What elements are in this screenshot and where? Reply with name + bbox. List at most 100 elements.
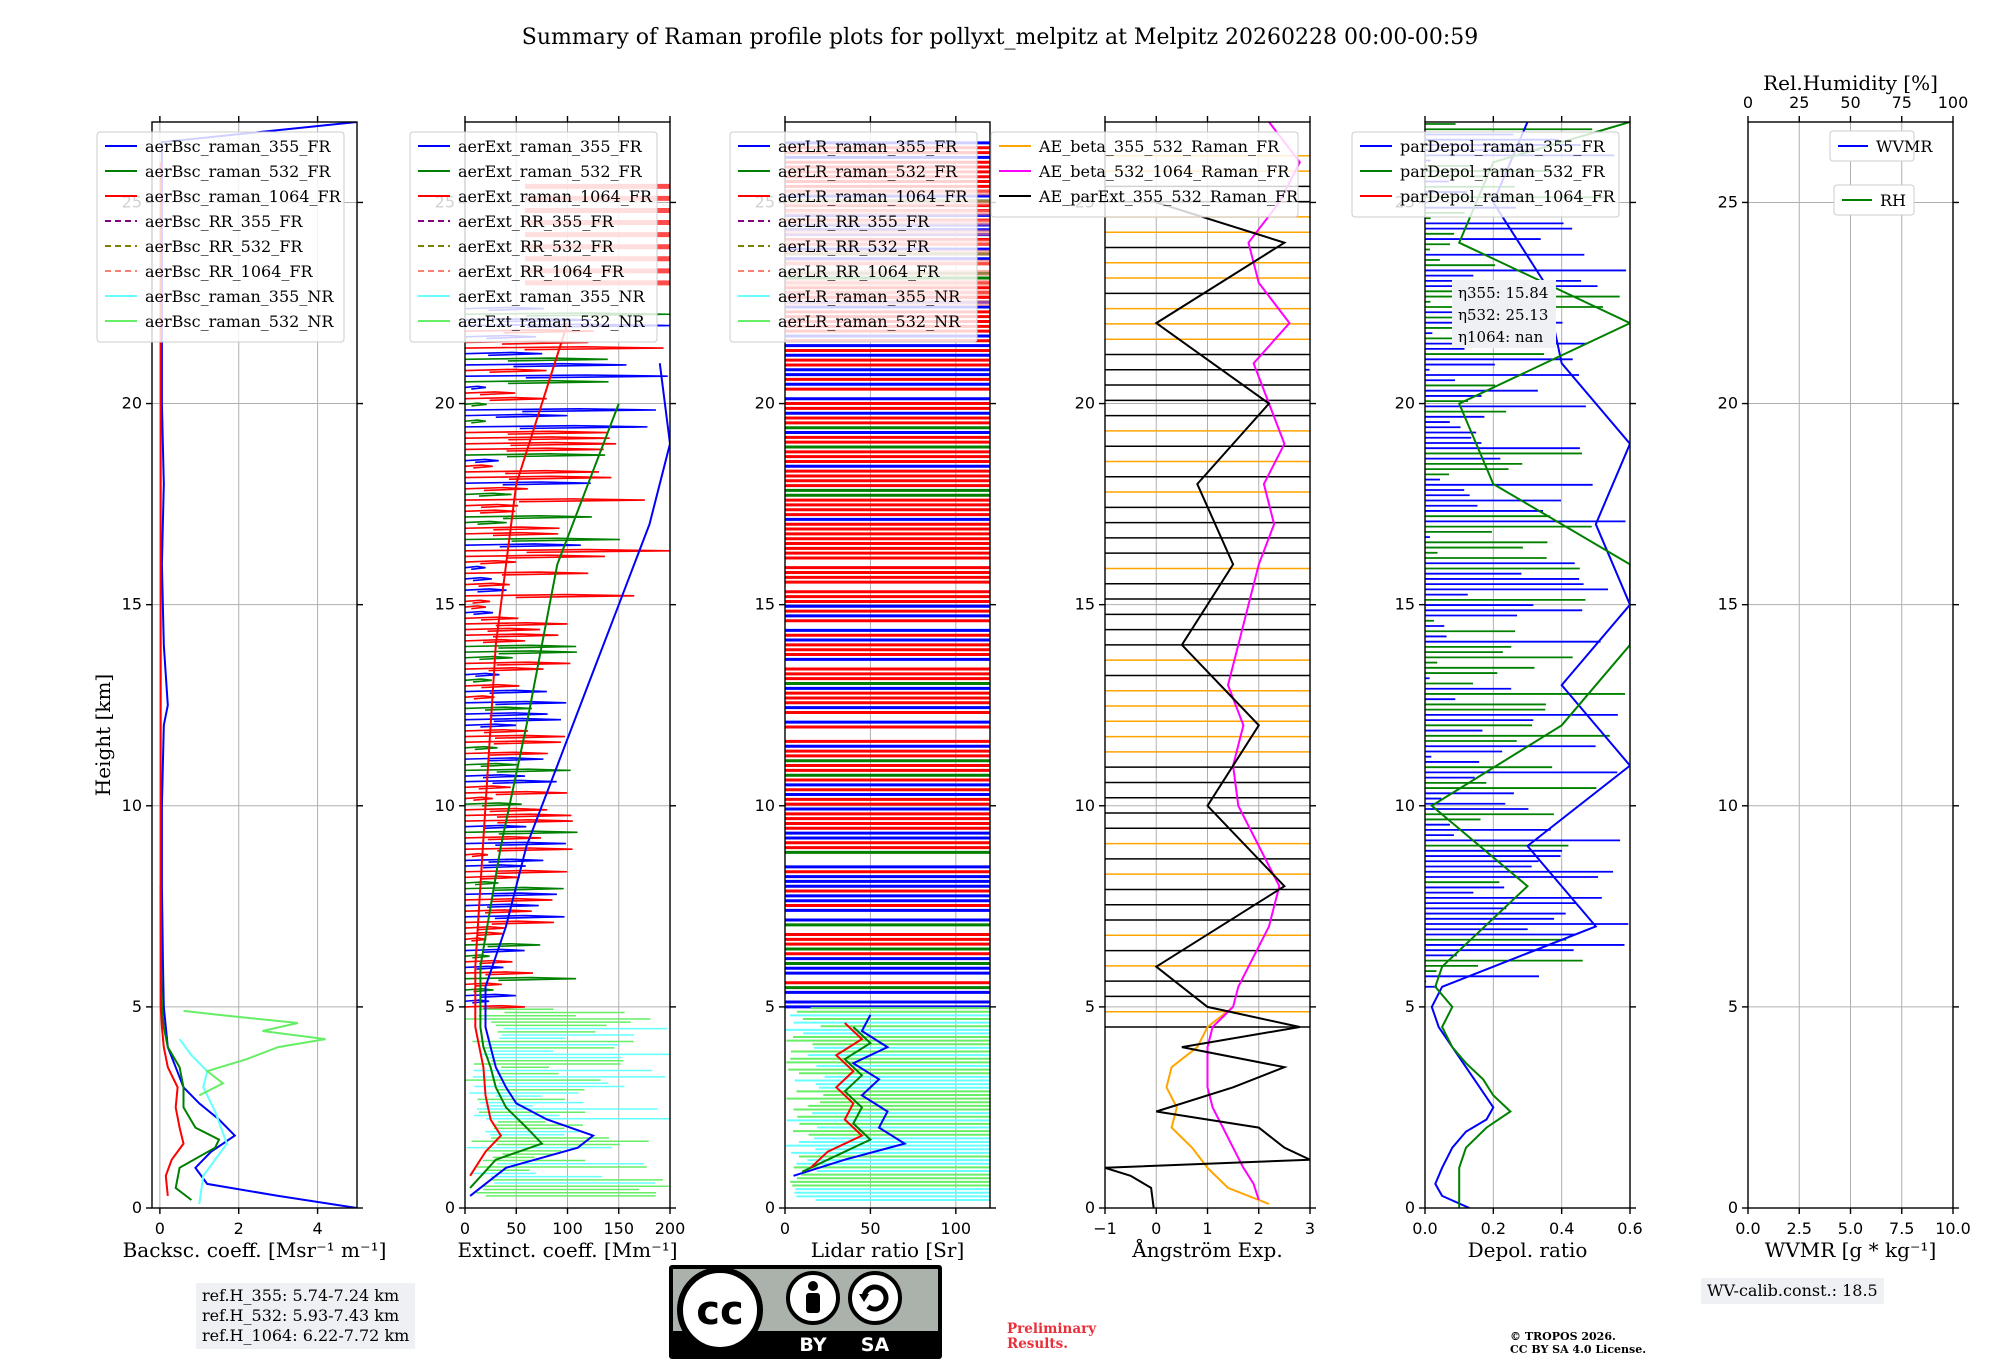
noise-segment [465,453,606,458]
y-tick-label: 5 [445,997,455,1016]
noise-segment [465,920,554,925]
legend-entry: parDepol_raman_532_FR [1400,162,1606,181]
x-tick-label: 4 [312,1219,322,1238]
x-tick-label: 0.2 [1481,1219,1506,1238]
noise-segment [465,897,553,903]
series-line-aerLR_raman_355_FR [793,1014,908,1177]
legend-entry: aerLR_raman_1064_FR [778,187,968,206]
y-tick-label: 0 [445,1198,455,1217]
noise-segment [465,993,516,999]
noise-segment [465,565,486,571]
x-tick-label: −1 [1093,1219,1117,1238]
noise-segment [465,661,571,666]
series-line-aerBsc_raman_1064_FR [159,162,185,1196]
noise-segment [465,914,565,920]
noise-segment [465,503,519,509]
y-tick-label: 20 [755,394,775,413]
x-tick-label: 50 [860,1219,880,1238]
noise-segment [465,723,517,728]
noise-segment [465,385,487,390]
y-tick-label: 20 [435,394,455,413]
noise-segment [465,909,532,914]
x-tick-label: 0.0 [1735,1219,1760,1238]
noise-segment [465,672,500,678]
series-line-parDepol_raman_532_FR [1430,122,1630,1208]
y-tick-label: 15 [1395,595,1415,614]
legend-entry: RH [1880,191,1906,210]
y-tick-label: 10 [1718,796,1738,815]
legend-box [1833,184,1915,216]
y-axis-label: Height [km] [91,674,115,796]
noise-segment [465,616,519,621]
legend-entry: aerBsc_RR_355_FR [145,212,303,231]
noise-segment [465,774,526,779]
y-tick-label: 0 [132,1198,142,1217]
legend-box [1829,130,1915,162]
legend-entry: AE_beta_355_532_Raman_FR [1038,137,1280,156]
refh-532: ref.H_532: 5.93-7.43 km [202,1306,400,1325]
y-tick-label: 20 [122,394,142,413]
noise-segment [465,430,608,435]
legend-box [96,131,345,343]
noise-segment [465,819,573,824]
noise-segment [465,892,557,897]
series-line-aerLR_raman_532_FR [801,1026,873,1173]
y-tick-label: 10 [1075,796,1095,815]
noise-segment [465,762,518,768]
legend-entry: AE_parExt_355_532_Raman_FR [1038,187,1299,206]
noise-segment [465,531,559,537]
series-line-aerExt_raman_532_FR [469,403,620,1189]
noise-segment [465,931,505,937]
cc-by-sa-license-badge: cc BY SA [669,1265,942,1359]
legend-entry: WVMR [1876,137,1933,156]
preliminary-note: Preliminary Results. [1007,1322,1096,1352]
x-tick-label: 3 [1305,1219,1315,1238]
noise-segment [465,576,492,582]
wv-calib-text: WV-calib.const.: 18.5 [1707,1281,1878,1300]
noise-segment [465,689,547,694]
series-line-aerLR_raman_1064_FR [809,1022,864,1169]
series-line-aerExt_raman_355_FR [469,363,670,1197]
noise-segment [465,847,573,852]
y-tick-label: 10 [435,796,455,815]
copyright-line-2: CC BY SA 4.0 License. [1510,1343,1647,1356]
legend-entry: aerBsc_raman_532_FR [145,162,331,181]
noise-segment [465,554,605,559]
noise-segment [465,1004,525,1010]
noise-segment [465,683,520,689]
noise-segment [465,740,561,745]
preliminary-line-2: Results. [1007,1336,1068,1352]
by-label: BY [799,1334,826,1356]
y-tick-label: 15 [435,595,455,614]
noise-segment [465,436,610,441]
y-tick-label: 15 [1075,595,1095,614]
noise-segment [465,813,572,818]
noise-segment [465,469,599,475]
noise-segment [465,807,548,813]
x2-tick-label: 100 [1938,93,1969,112]
noise-segment [465,520,507,526]
copyright-line-1: © TROPOS 2026. [1510,1330,1616,1343]
legend-entry: aerBsc_raman_355_NR [145,287,334,306]
noise-segment [465,785,511,790]
noise-segment [465,633,559,638]
noise-segment [465,514,592,520]
noise-segment [465,959,513,965]
sa-label: SA [861,1334,890,1356]
noise-segment [465,650,577,655]
y-tick-label: 0 [1405,1198,1415,1217]
noise-segment [465,346,664,351]
noise-segment [465,745,498,751]
x2-axis-label: Rel.Humidity [%] [1763,71,1938,95]
noise-segment [465,599,491,604]
x-tick-label: 2.5 [1787,1219,1812,1238]
depol-annotation-text: η355: 15.84 [1458,284,1548,302]
x-tick-label: 5.0 [1838,1219,1863,1238]
noise-segment [465,954,490,959]
noise-segment [465,543,581,548]
noise-segment [465,734,566,740]
noise-segment [465,824,527,830]
copyright-note: © TROPOS 2026. CC BY SA 4.0 License. [1510,1330,1646,1356]
